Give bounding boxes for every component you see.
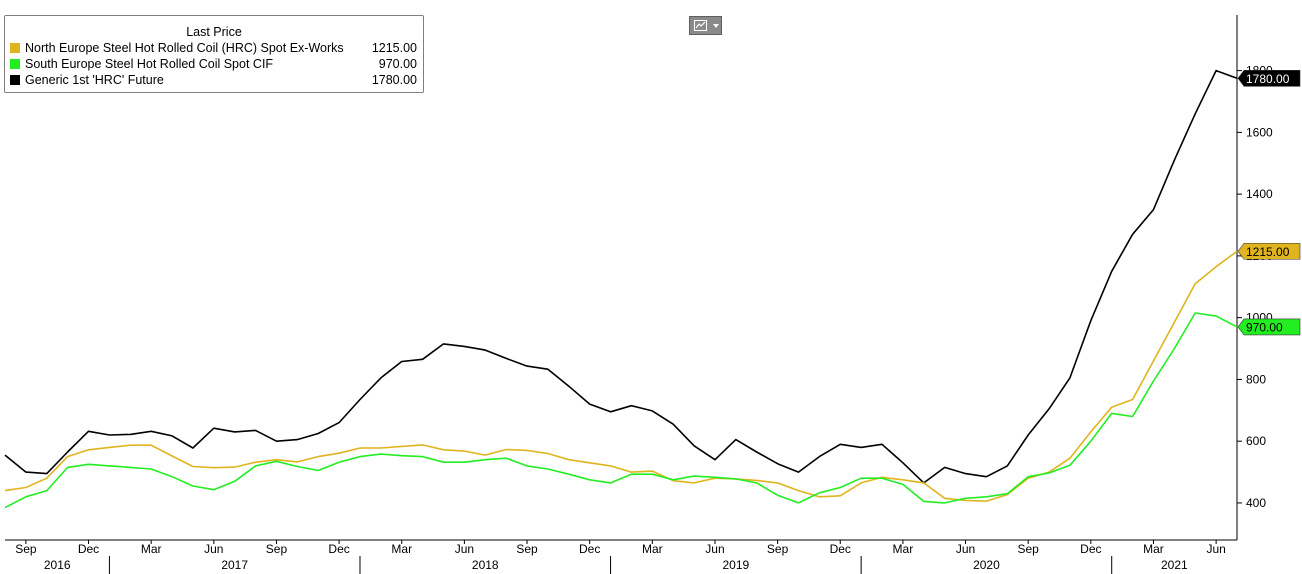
year-label: 2021 <box>1161 558 1188 572</box>
x-tick-label: Sep <box>266 542 288 556</box>
year-label: 2016 <box>44 558 71 572</box>
y-tick-label: 800 <box>1246 372 1266 386</box>
chart-type-button[interactable] <box>689 16 722 35</box>
legend-swatch <box>10 43 20 53</box>
last-value-label: 1780.00 <box>1246 72 1290 86</box>
last-value-label: 970.00 <box>1246 320 1283 334</box>
legend-item-north-europe: North Europe Steel Hot Rolled Coil (HRC)… <box>10 40 417 56</box>
x-tick-label: Dec <box>328 542 349 556</box>
year-label: 2017 <box>221 558 248 572</box>
x-tick-label: Mar <box>642 542 663 556</box>
series-line-south-europe-steel-hot-rolled-coil-spot-cif <box>4 312 1238 509</box>
last-value-tag <box>1237 318 1301 336</box>
x-tick-label: Dec <box>78 542 99 556</box>
x-tick-label: Mar <box>391 542 412 556</box>
legend-swatch <box>10 75 20 85</box>
x-tick-label: Sep <box>15 542 37 556</box>
x-tick-label: Mar <box>141 542 162 556</box>
y-tick-label: 400 <box>1246 496 1266 510</box>
legend-item-label: North Europe Steel Hot Rolled Coil (HRC)… <box>25 41 344 55</box>
x-tick-label: Dec <box>1080 542 1101 556</box>
x-tick-label: Dec <box>830 542 851 556</box>
last-value-tag <box>1237 70 1301 87</box>
chevron-down-icon <box>713 24 719 28</box>
x-tick-label: Mar <box>893 542 914 556</box>
year-label: 2020 <box>973 558 1000 572</box>
legend-item-hrc-future: Generic 1st 'HRC' Future 1780.00 <box>10 72 417 88</box>
legend-item-label: Generic 1st 'HRC' Future <box>25 73 164 87</box>
x-tick-label: Sep <box>1018 542 1040 556</box>
legend-item-value: 970.00 <box>378 57 417 71</box>
year-label: 2019 <box>722 558 749 572</box>
y-tick-label: 1400 <box>1246 187 1273 201</box>
series-line-north-europe-steel-hot-rolled-coil-hrc-spot-ex-works <box>4 250 1238 502</box>
legend: Last Price North Europe Steel Hot Rolled… <box>4 15 424 93</box>
legend-item-value: 1780.00 <box>371 73 417 87</box>
x-tick-label: Jun <box>204 542 223 556</box>
legend-item-label: South Europe Steel Hot Rolled Coil Spot … <box>25 57 274 71</box>
x-tick-label: Jun <box>1206 542 1225 556</box>
x-tick-label: Dec <box>579 542 600 556</box>
legend-title: Last Price <box>186 25 242 39</box>
y-tick-label: 1600 <box>1246 125 1273 139</box>
legend-item-south-europe: South Europe Steel Hot Rolled Coil Spot … <box>10 56 417 72</box>
x-tick-label: Jun <box>455 542 474 556</box>
y-tick-label: 600 <box>1246 434 1266 448</box>
x-tick-label: Mar <box>1143 542 1164 556</box>
x-tick-label: Jun <box>956 542 975 556</box>
x-tick-label: Jun <box>705 542 724 556</box>
series-line-generic-1st-hrc-future <box>4 69 1238 484</box>
last-value-label: 1215.00 <box>1246 245 1290 259</box>
x-tick-label: Sep <box>516 542 538 556</box>
legend-swatch <box>10 59 20 69</box>
line-chart-icon <box>694 20 707 31</box>
legend-item-value: 1215.00 <box>371 41 417 55</box>
last-value-tag <box>1237 242 1301 260</box>
x-tick-label: Sep <box>767 542 789 556</box>
year-label: 2018 <box>472 558 499 572</box>
